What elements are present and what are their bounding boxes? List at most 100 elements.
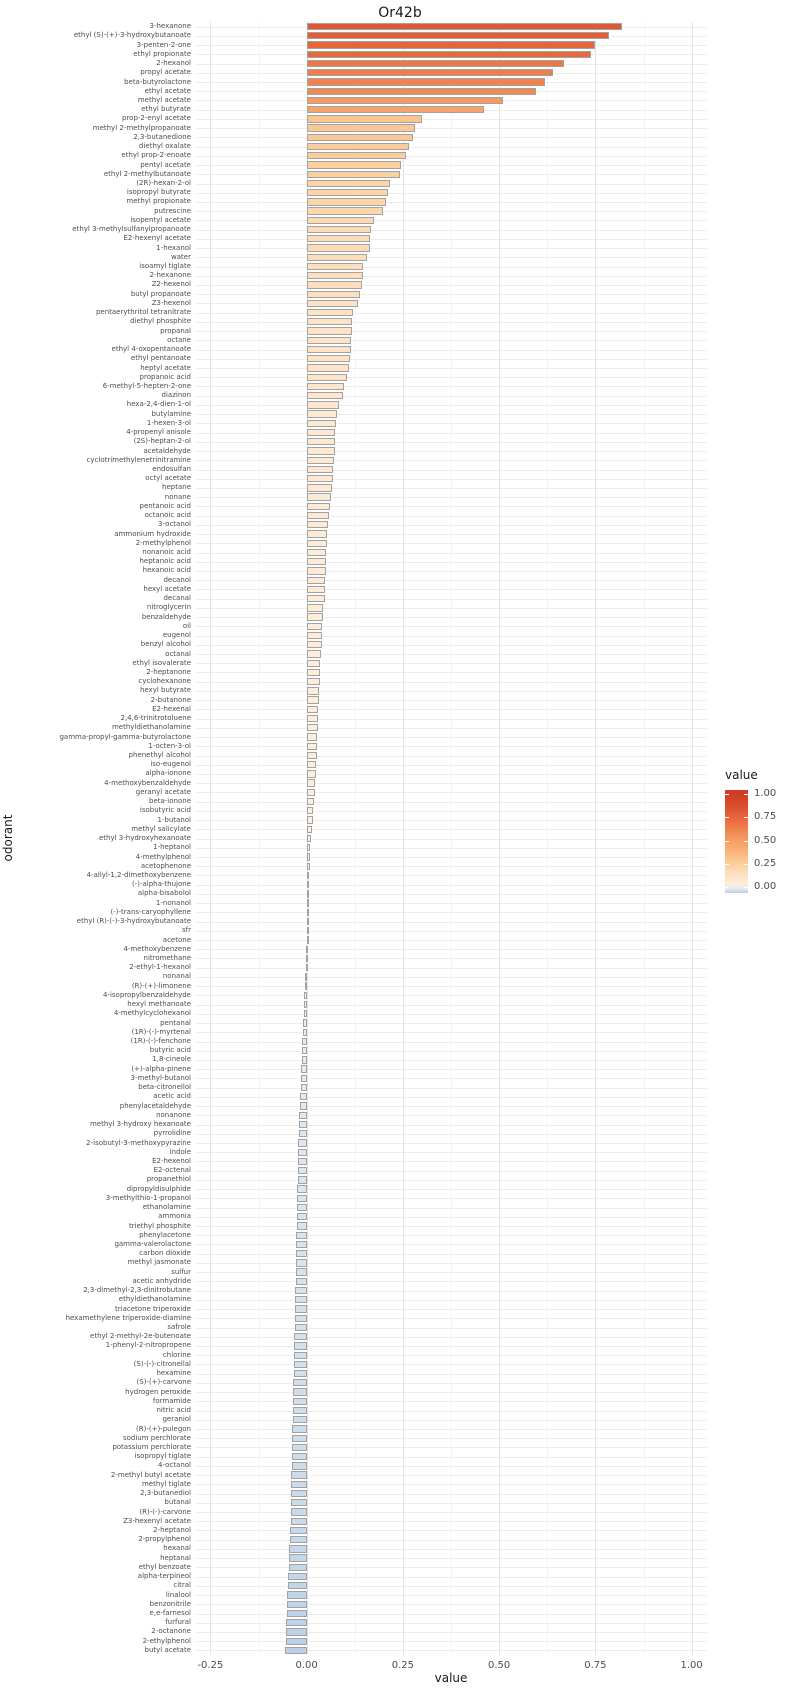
bar	[305, 954, 308, 963]
y-category-label: cyclohexanone	[138, 677, 191, 686]
bar	[306, 161, 402, 169]
bar	[306, 493, 332, 501]
y-category-label: 2-hexanone	[149, 271, 192, 280]
y-category-label: 1-phenyl-2-nitropropene	[105, 1341, 191, 1350]
y-category-label: geraniol	[162, 1415, 191, 1424]
y-category-label: ethyl 3-hydroxyhexanoate	[99, 834, 191, 842]
bar	[306, 133, 413, 141]
y-category-label: 2-methyl butyl acetate	[110, 1470, 191, 1479]
legend-tick-label: 0.00	[754, 881, 777, 893]
bar	[305, 973, 308, 981]
legend-tick-label: 0.75	[754, 811, 777, 823]
y-category-label: ethyl propionate	[133, 49, 191, 58]
y-category-label: (-)-trans-caryophyllene	[110, 907, 191, 916]
bar	[296, 1250, 307, 1258]
y-category-label: 2-propylphenol	[138, 1535, 191, 1544]
legend-tick-mark	[725, 793, 729, 795]
bar	[304, 991, 307, 999]
y-category-label: beta-ionone	[149, 797, 191, 806]
bar	[286, 1609, 307, 1618]
y-category-label: 2-hexanol	[156, 59, 191, 67]
y-category-label: propyl acetate	[140, 68, 191, 77]
legend-tick-label: 1.00	[754, 787, 777, 799]
v-gridline-minor	[354, 22, 356, 1655]
bar	[301, 1065, 307, 1073]
y-category-label: ethyl prop-2-enoate	[121, 151, 191, 160]
bar	[291, 1452, 307, 1461]
y-category-label: cyclotrimethylenetrinitramine	[86, 455, 191, 464]
bar	[306, 216, 375, 225]
y-category-label: heptanoic acid	[139, 557, 192, 566]
bar	[306, 447, 335, 455]
bar	[306, 170, 400, 178]
y-category-label: methyldiethanolamine	[111, 723, 191, 732]
y-category-label: isopropyl tiglate	[134, 1452, 192, 1461]
y-category-label: geranyl acetate	[135, 787, 191, 796]
y-category-label: Z3-hexenol	[151, 298, 191, 307]
legend-tick-mark	[744, 817, 748, 819]
y-category-label: ethyl (S)-(+)-3-hydroxybutanoate	[73, 31, 191, 40]
bar	[306, 539, 327, 547]
y-category-label: isoamyl tiglate	[139, 262, 191, 270]
bar	[306, 299, 358, 308]
y-category-label: (R)-(+)-limonene	[131, 981, 191, 990]
y-category-label: acetic acid	[153, 1092, 191, 1101]
y-category-label: decanal	[163, 594, 191, 603]
y-category-label: 4-isopropylbenzaldehyde	[102, 990, 191, 999]
bar	[298, 1139, 307, 1147]
y-category-label: ethyl 3-methylsulfanylpropanoate	[72, 225, 191, 234]
y-category-label: putrescine	[154, 206, 191, 215]
bar	[289, 1536, 307, 1544]
y-category-label: dipropyldisulphide	[126, 1184, 191, 1193]
bar	[287, 1600, 307, 1608]
y-category-label: formamide	[152, 1396, 191, 1405]
bar	[306, 604, 324, 612]
bar	[306, 871, 310, 880]
bar	[292, 1416, 307, 1424]
y-category-label: phenethyl alcohol	[128, 751, 191, 759]
x-tick-label: 0.50	[487, 1660, 511, 1671]
bar	[306, 548, 327, 557]
bar	[306, 253, 368, 261]
x-tick-label: 0.00	[295, 1660, 318, 1671]
legend-tick-mark	[725, 817, 729, 819]
bar	[306, 281, 362, 289]
bar	[300, 1083, 307, 1092]
y-category-label: potassium perchlorate	[112, 1442, 191, 1451]
bar	[306, 530, 328, 538]
y-category-label: pyrrolidine	[153, 1129, 191, 1138]
legend-tick-label: 0.25	[754, 858, 777, 869]
x-tick-label: 0.75	[584, 1660, 607, 1671]
bar	[305, 964, 308, 972]
bar	[306, 225, 372, 234]
y-category-label: 3-octanol	[158, 520, 191, 529]
bar	[286, 1619, 307, 1627]
bar	[294, 1342, 307, 1350]
legend-tick-mark	[744, 793, 748, 795]
bar	[291, 1462, 307, 1470]
bar	[306, 696, 319, 704]
y-category-label: ethyl 4-oxopentanoate	[111, 345, 191, 353]
y-category-label: 2-heptanol	[153, 1525, 191, 1534]
bar	[306, 401, 339, 409]
bar	[306, 32, 609, 40]
bar	[306, 714, 319, 723]
bar	[306, 78, 546, 86]
y-category-label: ethyl acetate	[144, 86, 191, 95]
y-category-label: ethyl isovalerate	[132, 658, 191, 667]
y-category-label: beta-citronellol	[138, 1083, 191, 1092]
v-gridline-major	[691, 22, 693, 1655]
y-category-label: nitroglycerin	[146, 603, 191, 612]
y-category-label: hexanoic acid	[142, 566, 191, 575]
bar	[293, 1379, 307, 1387]
bar	[296, 1240, 307, 1249]
bar	[306, 410, 337, 418]
y-category-label: methyl acetate	[137, 95, 191, 104]
y-category-label: 1-heptanol	[153, 843, 191, 852]
y-category-label: 2,3-butanediol	[140, 1489, 191, 1497]
y-category-label: alpha-bisabolol	[137, 889, 191, 898]
bar	[306, 659, 321, 667]
bar	[304, 982, 307, 990]
y-category-label: ethyl benzoate	[138, 1562, 191, 1571]
